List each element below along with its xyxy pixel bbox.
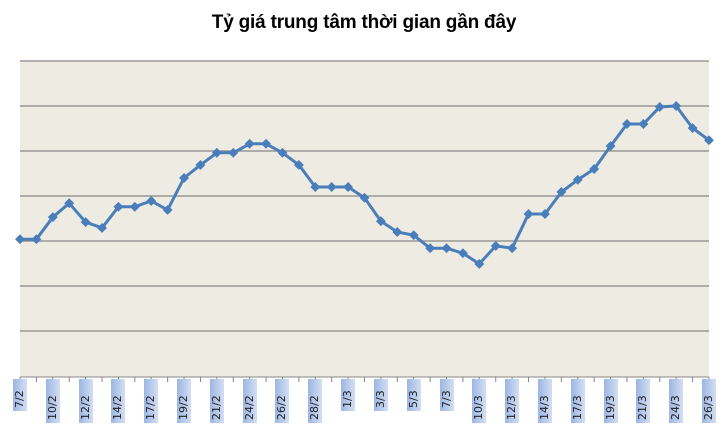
data-point-marker [277,147,288,158]
data-point-marker [490,241,501,251]
series-markers [15,101,714,269]
x-axis-label-text: 21/3 [636,395,650,420]
x-axis-label: 10/3 [472,379,487,423]
data-point-marker [80,217,91,228]
x-axis-label-text: 7/2 [13,390,26,408]
x-axis-label: 5/3 [406,379,421,411]
x-axis-label: 17/3 [570,379,585,423]
data-point-marker [343,182,354,192]
data-point-marker [179,173,189,183]
data-point-marker [97,223,107,233]
data-point-marker [375,216,386,227]
x-axis-label-text: 26/2 [275,395,289,420]
x-axis-label-text: 7/3 [439,390,453,408]
data-point-marker [392,227,403,237]
data-point-marker [64,198,75,209]
x-axis-label-text: 3/3 [373,390,387,408]
x-axis-label: 21/3 [636,379,651,423]
data-point-marker [47,212,58,223]
x-axis-label-text: 17/2 [144,395,158,420]
x-axis-label: 1/3 [341,379,356,411]
data-point-marker [671,101,682,111]
data-point-marker [162,205,173,215]
data-point-marker [654,101,665,112]
data-point-marker [146,196,157,206]
x-axis-label-text: 19/3 [603,395,617,420]
x-axis-label-text: 10/3 [472,395,486,420]
data-point-marker [293,160,304,170]
data-point-marker [31,234,42,245]
data-point-marker [261,138,272,149]
x-axis-label: 12/2 [78,379,93,423]
x-axis-label-text: 24/3 [669,395,683,420]
x-axis-label: 3/3 [373,379,388,411]
x-axis-label: 7/3 [439,379,454,411]
x-axis-label-text: 26/3 [702,395,715,420]
x-axis-label: 17/2 [144,379,159,423]
data-point-marker [540,209,550,219]
x-axis-label: 14/3 [537,379,552,423]
data-point-marker [704,135,714,146]
data-point-marker [359,192,370,203]
x-axis-label: 19/3 [603,379,618,423]
x-axis-label-text: 24/2 [242,395,256,420]
x-axis-label: 19/2 [177,379,192,423]
data-point-marker [572,174,583,185]
x-axis-label-text: 5/3 [406,390,420,408]
data-point-marker [457,248,468,259]
x-axis-label: 28/2 [308,379,323,423]
data-point-marker [326,182,337,192]
data-point-marker [129,201,140,212]
data-point-marker [113,201,124,212]
x-axis-label: 10/2 [45,379,60,423]
data-point-marker [310,182,321,192]
data-point-marker [589,164,600,174]
data-point-marker [523,209,534,219]
plot-area [20,61,709,377]
x-axis-label-text: 14/3 [537,395,551,420]
chart-title: Tỷ giá trung tâm thời gian gần đây [211,12,517,33]
data-point-marker [15,234,25,245]
data-point-marker [195,160,206,170]
x-axis-label-text: 19/2 [177,395,191,420]
x-axis-label: 7/2 [13,379,27,411]
data-point-marker [638,119,649,129]
data-point-marker [408,230,419,241]
data-point-marker [687,123,698,133]
x-axis-label-text: 14/2 [111,395,125,420]
data-point-marker [211,147,222,158]
x-axis-label-text: 12/2 [78,395,92,420]
data-point-marker [474,259,485,269]
data-point-marker [244,138,255,149]
x-axis-label-text: 28/2 [308,395,322,420]
x-axis-label: 14/2 [111,379,126,423]
x-axis-label: 24/2 [242,379,257,423]
x-axis-label-text: 21/2 [209,395,223,420]
x-axis-label-text: 12/3 [505,395,519,420]
x-axis-label: 12/3 [505,379,520,423]
x-axis-label-text: 17/3 [570,395,584,420]
data-point-marker [605,141,616,151]
data-point-marker [441,243,452,254]
x-axis-label: 21/2 [209,379,224,423]
x-axis-label: 24/3 [669,379,684,423]
x-axis-label: 26/2 [275,379,290,423]
data-point-marker [425,243,436,254]
x-axis-label: 26/3 [702,379,716,423]
x-axis-label-text: 1/3 [341,390,355,408]
data-point-marker [622,119,632,129]
data-point-marker [556,187,567,197]
data-point-marker [228,147,239,158]
x-axis-label-text: 10/2 [45,395,59,420]
